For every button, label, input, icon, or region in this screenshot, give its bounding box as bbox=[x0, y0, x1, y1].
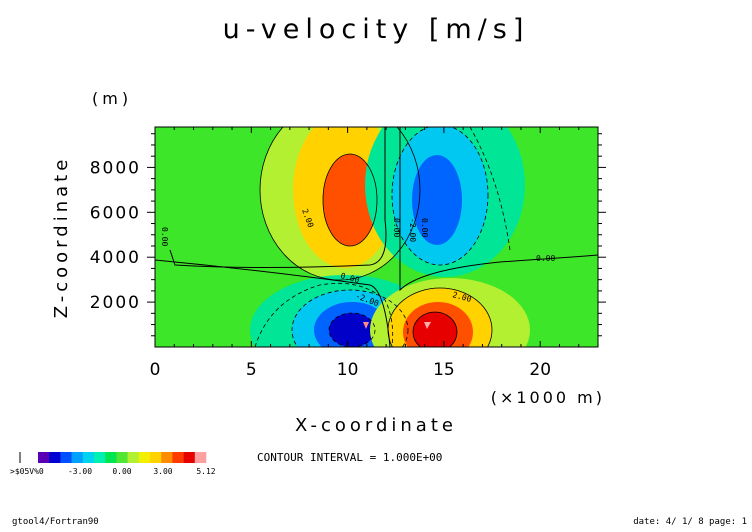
x-tick-label: 0 bbox=[150, 360, 161, 380]
colorbar-cell bbox=[71, 452, 84, 463]
contour-fill bbox=[329, 313, 375, 347]
colorbar-label: 0.00 bbox=[112, 467, 131, 476]
contour-line bbox=[328, 312, 376, 347]
contour-line bbox=[399, 127, 598, 292]
contour-line bbox=[169, 127, 387, 268]
x-tick-label: 10 bbox=[337, 360, 359, 380]
contour-line bbox=[412, 311, 458, 347]
colorbar-label: 3.00 bbox=[153, 467, 172, 476]
colorbar-cell bbox=[183, 452, 196, 463]
y-axis-title: Z-coordinate bbox=[51, 156, 72, 319]
plot-frame bbox=[154, 126, 599, 348]
minor-ticks bbox=[151, 127, 602, 347]
x-axis-title: X-coordinate bbox=[295, 415, 457, 436]
contour-line bbox=[254, 282, 394, 347]
x-tick-label: 20 bbox=[529, 360, 551, 380]
colorbar-label: -3.00 bbox=[68, 467, 92, 476]
max-marker bbox=[424, 322, 431, 329]
x-tick-label: 5 bbox=[246, 360, 257, 380]
contour-interval-text: CONTOUR INTERVAL = 1.000E+00 bbox=[257, 451, 442, 464]
contour-line bbox=[469, 127, 511, 251]
colorbar-cell bbox=[127, 452, 140, 463]
footer-left: gtool4/Fortran90 bbox=[12, 517, 99, 527]
contour-label: 0.00 bbox=[392, 218, 401, 237]
contour-label: -2.00 bbox=[408, 218, 417, 242]
x-tick-label: 15 bbox=[433, 360, 455, 380]
colorbar-cell bbox=[116, 452, 128, 463]
colorbar-cell bbox=[82, 452, 95, 463]
colorbar-cell bbox=[161, 452, 173, 463]
y-unit-label: (m) bbox=[92, 89, 132, 108]
colorbar-cells bbox=[38, 452, 207, 463]
y-axis-ticks: 2000 4000 6000 8000 bbox=[90, 158, 606, 313]
contour-line bbox=[291, 289, 409, 347]
contour-fill bbox=[323, 154, 377, 246]
colorbar-cell bbox=[194, 452, 207, 463]
colorbar-cell bbox=[94, 452, 106, 463]
contour-line bbox=[322, 153, 378, 247]
colorbar-cell bbox=[49, 452, 61, 463]
colorbar-label: 5.12 bbox=[196, 467, 215, 476]
y-tick-label: 4000 bbox=[90, 248, 141, 268]
contour-fill bbox=[412, 155, 462, 245]
colorbar-underflow-label: >$05V%0 bbox=[10, 467, 44, 476]
colorbar-cell bbox=[60, 452, 72, 463]
y-tick-label: 2000 bbox=[90, 293, 141, 313]
colorbar-cell bbox=[150, 452, 162, 463]
x-unit-label: (×1000 m) bbox=[491, 388, 605, 407]
contour-line bbox=[259, 127, 421, 281]
colorbar-cell bbox=[138, 452, 151, 463]
y-tick-label: 6000 bbox=[90, 203, 141, 223]
colorbar-cell bbox=[38, 452, 50, 463]
chart-title: u-velocity [m/s] bbox=[223, 14, 530, 45]
contour-label: 0.00 bbox=[420, 218, 429, 237]
contour-line bbox=[155, 259, 391, 347]
colorbar-cell bbox=[172, 452, 184, 463]
plot-area bbox=[155, 127, 598, 347]
contour-fill bbox=[413, 312, 457, 347]
min-marker bbox=[363, 322, 369, 329]
contour-line bbox=[387, 287, 493, 347]
y-tick-label: 8000 bbox=[90, 158, 141, 178]
x-axis-ticks: 0 5 10 15 20 bbox=[150, 127, 551, 380]
colorbar-cell bbox=[105, 452, 117, 463]
contour-label: 0.00 bbox=[536, 254, 555, 263]
colorbar: >$05V%0 -3.00 0.00 3.00 5.12 bbox=[10, 452, 216, 476]
contour-label: 0.00 bbox=[160, 227, 169, 246]
contour-line bbox=[391, 127, 489, 266]
footer-right: date: 4/ 1/ 8 page: 1 bbox=[633, 517, 747, 527]
